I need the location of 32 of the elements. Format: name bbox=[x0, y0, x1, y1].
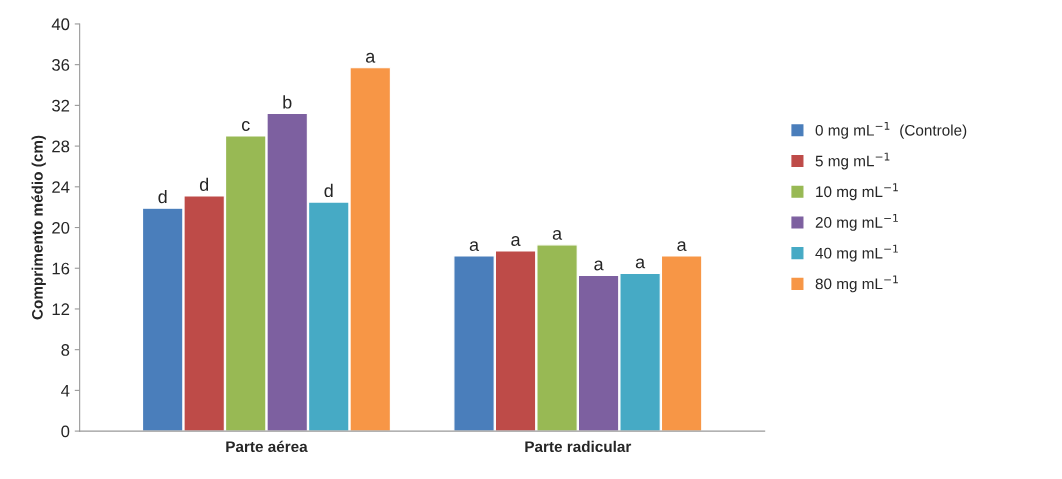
legend-label: 40 mg mL$^{−1}$ bbox=[815, 244, 898, 262]
data-label: a bbox=[594, 260, 604, 271]
data-label: d bbox=[324, 183, 333, 198]
legend-label: 0 mg mL$^{−1}$ (Controle) bbox=[815, 121, 967, 139]
data-label: c bbox=[241, 121, 250, 131]
y-tick-label: 28 bbox=[52, 140, 70, 153]
x-tick-label: Parte aérea bbox=[226, 440, 308, 453]
data-label: a bbox=[366, 52, 376, 63]
y-tick-label: 32 bbox=[52, 99, 70, 112]
y-tick-label: 8 bbox=[61, 344, 70, 356]
data-label: a bbox=[469, 241, 480, 252]
data-label: b bbox=[283, 95, 292, 109]
data-label: a bbox=[511, 236, 521, 246]
x-tick-label: Parte radicular bbox=[525, 440, 632, 453]
y-tick-label: 36 bbox=[52, 59, 70, 71]
y-tick-label: 4 bbox=[61, 384, 70, 397]
y-tick-label: 0 bbox=[61, 425, 70, 438]
data-label: a bbox=[552, 229, 563, 240]
legend-label: 80 mg mL$^{−1}$ bbox=[815, 275, 898, 293]
y-axis-title: Comprimento médio (cm) bbox=[31, 135, 46, 320]
data-label: a bbox=[677, 241, 687, 252]
legend-label: 5 mg mL$^{−1}$ bbox=[815, 152, 890, 170]
y-tick-label: 16 bbox=[52, 262, 70, 275]
y-tick-label: 24 bbox=[52, 181, 70, 193]
y-tick-label: 12 bbox=[52, 303, 70, 315]
data-label: d bbox=[158, 189, 167, 204]
data-label: d bbox=[199, 177, 209, 192]
y-tick-label: 40 bbox=[51, 18, 70, 31]
y-tick-label: 20 bbox=[52, 221, 70, 234]
legend-label: 10 mg mL$^{−1}$ bbox=[816, 183, 898, 201]
data-label: a bbox=[635, 258, 646, 269]
legend-label: 20 mg mL$^{−1}$ bbox=[815, 214, 898, 231]
